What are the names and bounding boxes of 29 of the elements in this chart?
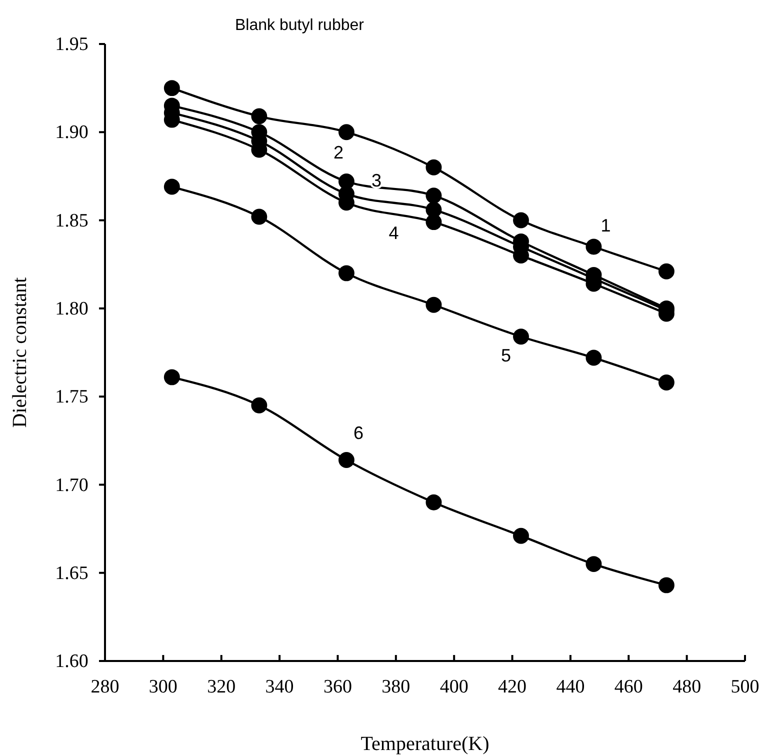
annotation: 2 xyxy=(333,142,344,162)
x-tick-label: 460 xyxy=(614,676,643,698)
annotation: 6 xyxy=(353,422,364,443)
x-tick-label: 500 xyxy=(730,676,760,698)
annotation: 5 xyxy=(500,345,512,366)
x-tick-label: 380 xyxy=(382,676,410,698)
x-tick-label: 480 xyxy=(672,676,702,698)
y-axis-title: Dielectric constant xyxy=(9,276,31,428)
chart-title: Blank butyl rubber xyxy=(235,17,365,34)
x-tick-label: 340 xyxy=(265,676,294,698)
x-tick-label: 280 xyxy=(90,676,120,698)
x-tick-label: 400 xyxy=(440,676,468,698)
y-tick-label: 1.85 xyxy=(55,210,88,232)
y-tick-label: 1.65 xyxy=(55,562,88,584)
y-tick-label: 1.80 xyxy=(55,298,88,320)
x-tick-label: 320 xyxy=(207,676,236,698)
x-tick-label: 300 xyxy=(148,676,178,698)
annotation: 1 xyxy=(600,215,611,236)
x-tick-label: 360 xyxy=(323,676,352,698)
x-tick-label: 420 xyxy=(498,676,527,698)
x-axis-title: Temperature(K) xyxy=(360,733,490,755)
y-tick-label: 1.90 xyxy=(55,122,88,144)
y-tick-label: 1.95 xyxy=(55,34,88,56)
y-tick-label: 1.60 xyxy=(55,651,88,672)
y-tick-label: 1.75 xyxy=(55,386,88,408)
annotation: 3 xyxy=(371,170,382,191)
y-tick-label: 1.70 xyxy=(55,474,88,496)
x-tick-label: 440 xyxy=(556,676,585,698)
annotation: 4 xyxy=(388,222,399,243)
